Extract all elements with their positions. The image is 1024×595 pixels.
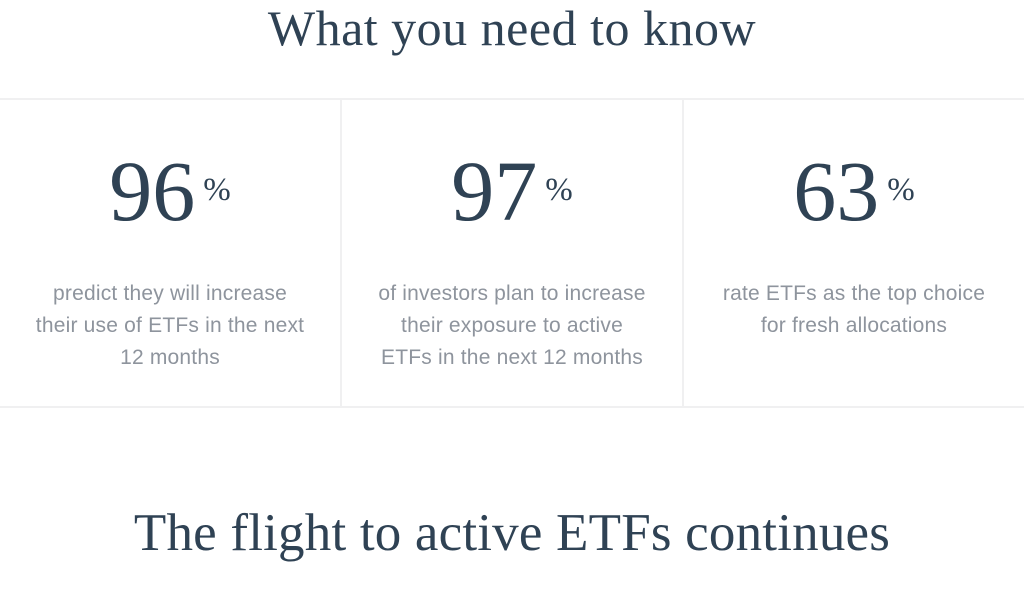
stat-number: 63 bbox=[793, 143, 880, 239]
percent-sign: % bbox=[545, 172, 573, 208]
percent-sign: % bbox=[887, 172, 915, 208]
stat-description-line: their use of ETFs in the next bbox=[35, 314, 305, 337]
percent-sign: % bbox=[203, 172, 231, 208]
stat-description-line: predict they will increase bbox=[53, 282, 287, 305]
stat-description-line: 12 months bbox=[120, 346, 220, 369]
stat-value: 96% bbox=[0, 148, 340, 234]
stat-value: 63% bbox=[684, 148, 1024, 234]
stat-number: 96 bbox=[109, 143, 196, 239]
stat-description-line: of investors plan to increase bbox=[378, 282, 646, 305]
stat-card-top-choice-allocations: 63% rate ETFs as the top choice for fres… bbox=[682, 100, 1024, 406]
stats-row: 96% predict they will increase their use… bbox=[0, 98, 1024, 408]
stat-card-active-etf-exposure: 97% of investors plan to increase their … bbox=[340, 100, 682, 406]
stat-value: 97% bbox=[342, 148, 682, 234]
stat-description-line: for fresh allocations bbox=[760, 314, 948, 337]
stat-description: rate ETFs as the top choice for fresh al… bbox=[684, 278, 1024, 342]
stat-description-line: rate ETFs as the top choice bbox=[722, 282, 986, 305]
stat-card-etf-use-increase: 96% predict they will increase their use… bbox=[0, 100, 340, 406]
stat-description: of investors plan to increase their expo… bbox=[342, 278, 682, 374]
section-title-what-you-need-to-know: What you need to know bbox=[267, 0, 757, 56]
stat-description-line: their exposure to active bbox=[401, 314, 623, 337]
section-title-flight-to-active-etfs: The flight to active ETFs continues bbox=[133, 504, 891, 562]
stat-description: predict they will increase their use of … bbox=[0, 278, 340, 374]
stat-description-line: ETFs in the next 12 months bbox=[381, 346, 643, 369]
stat-number: 97 bbox=[451, 143, 538, 239]
